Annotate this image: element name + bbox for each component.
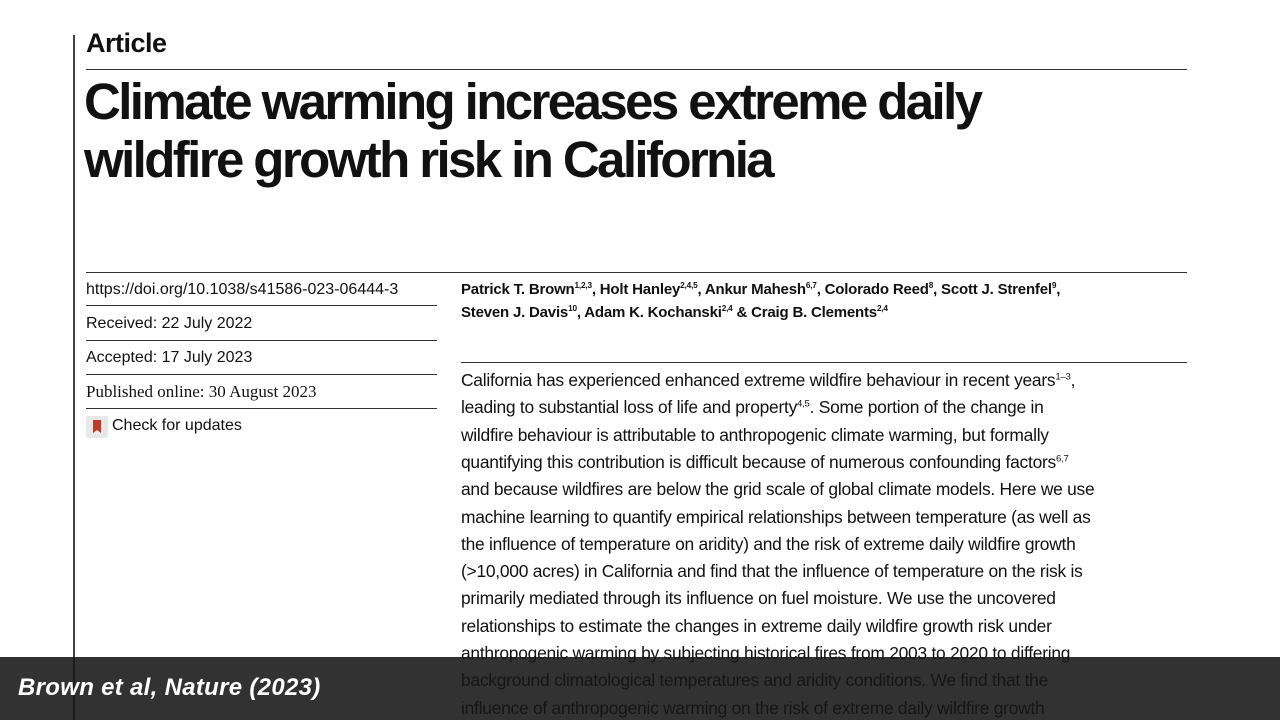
- text-run: and because wildfires are below the grid…: [461, 479, 1095, 500]
- abstract-line: the influence of temperature on aridity)…: [461, 531, 1076, 558]
- abstract-line: relationships to estimate the changes in…: [461, 613, 1052, 640]
- text-run: quantifying this contribution is difficu…: [461, 451, 1056, 472]
- text-run: ,: [1056, 281, 1061, 298]
- text-run: leading to substantial loss of life and …: [461, 397, 798, 418]
- text-run: & Craig B. Clements: [732, 304, 878, 321]
- superscript: 9: [1051, 281, 1057, 291]
- superscript: 2,4,5: [680, 281, 698, 291]
- author-line: Patrick T. Brown1,2,3, Holt Hanley2,4,5,…: [461, 279, 1060, 301]
- text-run: wildfire behaviour is attributable to an…: [461, 424, 1049, 445]
- text-run: primarily mediated through its influence…: [461, 588, 1056, 609]
- abstract-line: primarily mediated through its influence…: [461, 585, 1056, 612]
- received: Received: 22 July 2022: [86, 315, 253, 332]
- superscript: 2,4: [721, 304, 733, 314]
- meta-rule: [86, 408, 437, 409]
- text-run: (>10,000 acres) in California and find t…: [461, 561, 1083, 582]
- doi: https://doi.org/10.1038/s41586-023-06444…: [86, 281, 399, 298]
- text-run: ,: [1070, 370, 1076, 390]
- abstract-line: and because wildfires are below the grid…: [461, 476, 1095, 503]
- text-run: , Colorado Reed: [816, 281, 929, 298]
- abstract-rule: [461, 362, 1187, 363]
- meta-rule: [86, 305, 437, 306]
- abstract-line: quantifying this contribution is difficu…: [461, 449, 1069, 476]
- superscript: 10: [568, 304, 577, 314]
- updates-icon: [86, 416, 108, 438]
- text-run: relationships to estimate the changes in…: [461, 615, 1052, 636]
- abstract-line: leading to substantial loss of life and …: [461, 394, 1044, 421]
- title-line: Climate warming increases extreme daily: [84, 73, 983, 130]
- superscript: 8: [928, 281, 934, 291]
- text-run: , Scott J. Strenfel: [933, 281, 1052, 298]
- check-for-updates[interactable]: Check for updates: [112, 417, 242, 434]
- abstract-line: machine learning to quantify empirical r…: [461, 504, 1091, 531]
- text-run: , Adam K. Kochanski: [576, 304, 722, 321]
- caption: Brown et al, Nature (2023): [18, 674, 321, 701]
- abstract-line: California has experienced enhanced extr…: [461, 367, 1075, 394]
- article-label: Article: [86, 28, 167, 58]
- abstract-line: (>10,000 acres) in California and find t…: [461, 558, 1083, 585]
- text-run: machine learning to quantify empirical r…: [461, 506, 1091, 527]
- caption-bar: [0, 657, 1280, 720]
- superscript: 1,2,3: [574, 281, 593, 291]
- margin-line: [73, 35, 75, 720]
- text-run: Steven J. Davis: [461, 304, 569, 321]
- superscript: 2,4: [876, 304, 888, 314]
- superscript: 6,7: [805, 281, 817, 291]
- text-run: Patrick T. Brown: [461, 281, 575, 298]
- text-run: the influence of temperature on aridity)…: [461, 533, 1076, 554]
- text-run: , Holt Hanley: [591, 281, 681, 298]
- text-run: , Ankur Mahesh: [697, 281, 806, 298]
- accepted: Accepted: 17 July 2023: [86, 349, 253, 366]
- text-run: California has experienced enhanced extr…: [461, 370, 1056, 390]
- text-run: . Some portion of the change in: [809, 397, 1044, 418]
- superscript: 6,7: [1055, 453, 1069, 465]
- meta-rule: [86, 340, 437, 341]
- header-rule: [86, 69, 1187, 70]
- section-rule: [86, 272, 1187, 273]
- meta-rule: [86, 374, 437, 375]
- title-line: wildfire growth risk in California: [84, 131, 775, 188]
- published: Published online: 30 August 2023: [86, 382, 317, 401]
- superscript: 1–3: [1055, 371, 1071, 383]
- abstract-line: wildfire behaviour is attributable to an…: [461, 422, 1049, 449]
- author-line: Steven J. Davis10, Adam K. Kochanski2,4 …: [461, 302, 888, 324]
- superscript: 4,5: [797, 398, 810, 410]
